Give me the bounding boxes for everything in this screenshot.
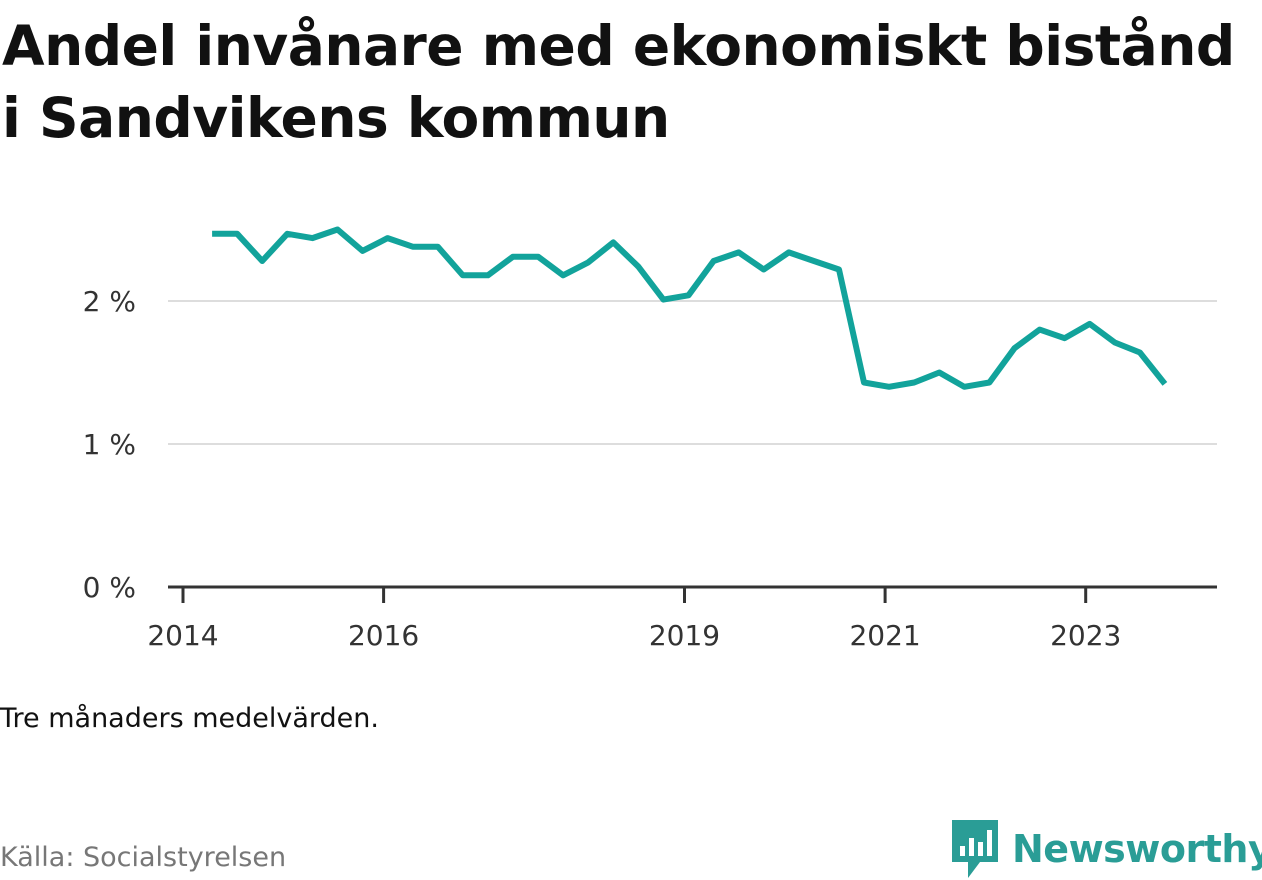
newsworthy-logo-text: Newsworthy <box>1012 827 1262 871</box>
x-tick-label: 2023 <box>1050 619 1121 652</box>
newsworthy-logo: Newsworthy <box>950 818 1262 880</box>
y-tick-label: 0 % <box>83 571 136 604</box>
y-tick-label: 2 % <box>83 285 136 318</box>
y-tick-label: 1 % <box>83 428 136 461</box>
x-axis-labels: 2014 2016 2019 2021 2023 <box>147 619 1121 652</box>
series-layer <box>212 226 1168 390</box>
chart-title: Andel invånare med ekonomiskt bistånd i … <box>2 14 1235 150</box>
grid-lines <box>168 300 1217 445</box>
source-credit: Källa: Socialstyrelsen <box>0 842 287 873</box>
x-tick-label: 2016 <box>348 619 419 652</box>
x-tick-label: 2019 <box>649 619 720 652</box>
y-axis-labels: 0 % 1 % 2 % <box>83 285 136 604</box>
x-tick-label: 2021 <box>849 619 920 652</box>
x-axis <box>168 585 1217 603</box>
x-tick-label: 2014 <box>147 619 218 652</box>
newsworthy-logo-icon <box>952 820 998 878</box>
chart-note: Tre månaders medelvärden. <box>0 703 379 734</box>
series-line-0 <box>212 226 1168 390</box>
